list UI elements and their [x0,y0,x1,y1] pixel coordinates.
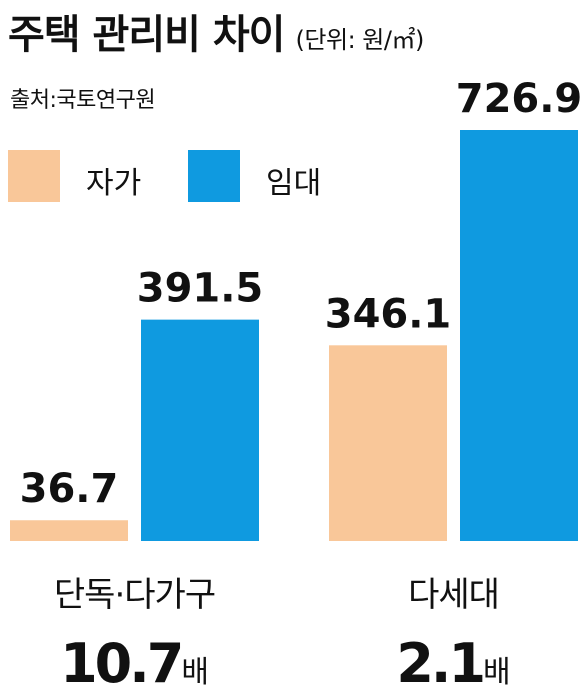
bar-value-label-rent-0: 391.5 [137,266,264,312]
bar-value-label-owner-0: 36.7 [20,466,119,512]
category-label-1: 다세대 [408,575,499,615]
ratio-unit-1: 배 [483,655,511,690]
bar-value-label-owner-1: 346.1 [325,291,452,337]
ratio-unit-0: 배 [181,655,209,690]
legend-swatch-rent [188,150,240,202]
legend-swatch-owner [8,150,60,202]
bar-owner-1 [329,345,447,541]
bar-value-label-rent-1: 726.9 [456,76,581,122]
chart-source: 출처:국토연구원 [10,88,156,113]
ratio-value-0: 10.7 [60,632,181,695]
ratio-value-1: 2.1 [396,632,483,695]
legend-label-owner: 자가 [86,166,142,201]
ratio-label-1: 2.1배 [396,632,510,695]
chart-title-block: 주택 관리비 차이 (단위: 원/㎡) [8,2,424,60]
bar-rent-1 [460,130,578,541]
bar-rent-0 [141,319,259,541]
ratio-label-0: 10.7배 [60,632,209,695]
category-label-0: 단독·다가구 [54,575,215,615]
legend-label-rent: 임대 [266,166,322,201]
chart-title: 주택 관리비 차이 [8,12,285,58]
chart-unit: (단위: 원/㎡) [295,26,425,54]
bar-owner-0 [10,520,128,541]
